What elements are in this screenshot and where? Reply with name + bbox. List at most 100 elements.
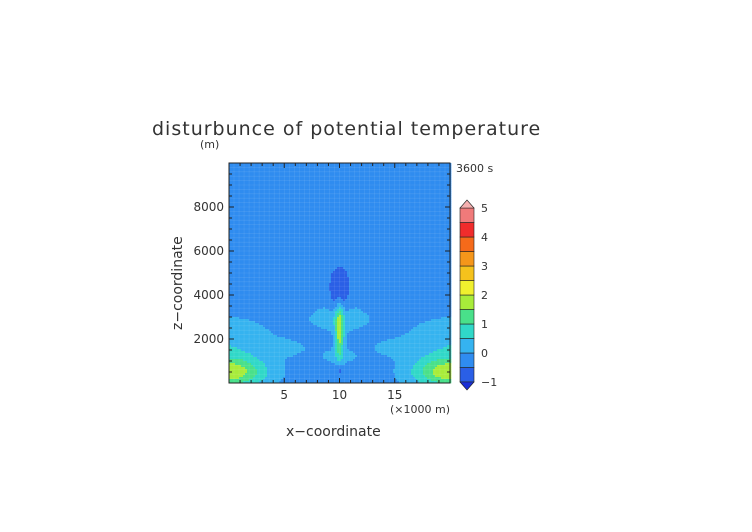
heatmap-cell — [387, 185, 390, 188]
heatmap-cell — [445, 245, 448, 248]
heatmap-cell — [319, 233, 322, 236]
heatmap-cell — [309, 191, 312, 194]
heatmap-cell — [347, 237, 350, 240]
heatmap-cell — [251, 191, 254, 194]
heatmap-cell — [317, 163, 320, 166]
heatmap-cell — [297, 251, 300, 254]
heatmap-cell — [327, 251, 330, 254]
heatmap-cell — [391, 229, 394, 232]
heatmap-cell — [289, 171, 292, 174]
heatmap-cell — [231, 245, 234, 248]
heatmap-cell — [435, 239, 438, 242]
heatmap-cell — [399, 199, 402, 202]
heatmap-cell — [293, 187, 296, 190]
heatmap-cell — [417, 169, 420, 172]
heatmap-cell — [333, 189, 336, 192]
heatmap-cell — [231, 247, 234, 250]
heatmap-cell — [401, 233, 404, 236]
heatmap-cell — [415, 173, 418, 176]
heatmap-cell — [405, 177, 408, 180]
heatmap-cell — [273, 181, 276, 184]
heatmap-cell — [409, 235, 412, 238]
heatmap-cell — [311, 239, 314, 242]
heatmap-cell — [435, 165, 438, 168]
heatmap-cell — [255, 217, 258, 220]
heatmap-cell — [305, 237, 308, 240]
heatmap-cell — [375, 229, 378, 232]
heatmap-cell — [263, 189, 266, 192]
heatmap-cell — [361, 235, 364, 238]
heatmap-cell — [355, 233, 358, 236]
heatmap-cell — [393, 223, 396, 226]
heatmap-cell — [379, 193, 382, 196]
heatmap-cell — [389, 225, 392, 228]
heatmap-cell — [381, 167, 384, 170]
heatmap-cell — [301, 215, 304, 218]
heatmap-cell — [329, 189, 332, 192]
heatmap-cell — [335, 217, 338, 220]
heatmap-cell — [357, 229, 360, 232]
heatmap-cell — [359, 235, 362, 238]
heatmap-cell — [359, 233, 362, 236]
heatmap-cell — [319, 203, 322, 206]
heatmap-cell — [333, 165, 336, 168]
heatmap-cell — [247, 189, 250, 192]
heatmap-cell — [261, 239, 264, 242]
heatmap-cell — [441, 237, 444, 240]
heatmap-cell — [261, 247, 264, 250]
heatmap-cell — [245, 173, 248, 176]
heatmap-cell — [293, 189, 296, 192]
heatmap-cell — [341, 195, 344, 198]
heatmap-cell — [377, 177, 380, 180]
heatmap-cell — [403, 193, 406, 196]
heatmap-cell — [341, 183, 344, 186]
heatmap-cell — [345, 181, 348, 184]
heatmap-cell — [325, 237, 328, 240]
heatmap-cell — [437, 193, 440, 196]
heatmap-cell — [335, 185, 338, 188]
heatmap-cell — [423, 173, 426, 176]
heatmap-cell — [241, 233, 244, 236]
heatmap-cell — [389, 183, 392, 186]
heatmap-cell — [369, 207, 372, 210]
heatmap-cell — [267, 221, 270, 224]
heatmap-cell — [377, 247, 380, 250]
heatmap-cell — [367, 217, 370, 220]
heatmap-cell — [381, 241, 384, 244]
heatmap-cell — [325, 245, 328, 248]
heatmap-cell — [257, 221, 260, 224]
heatmap-cell — [409, 211, 412, 214]
heatmap-cell — [337, 183, 340, 186]
heatmap-cell — [307, 245, 310, 248]
heatmap-cell — [315, 175, 318, 178]
heatmap-cell — [289, 239, 292, 242]
heatmap-cell — [363, 215, 366, 218]
heatmap-cell — [275, 245, 278, 248]
heatmap-cell — [293, 215, 296, 218]
heatmap-cell — [337, 171, 340, 174]
heatmap-cell — [365, 243, 368, 246]
heatmap-cell — [363, 227, 366, 230]
heatmap-cell — [283, 171, 286, 174]
heatmap-cell — [399, 243, 402, 246]
heatmap-cell — [275, 241, 278, 244]
heatmap-cell — [323, 227, 326, 230]
heatmap-cell — [357, 185, 360, 188]
heatmap-cell — [305, 175, 308, 178]
heatmap-cell — [341, 223, 344, 226]
heatmap-cell — [377, 193, 380, 196]
heatmap-cell — [337, 251, 340, 254]
heatmap-cell — [363, 207, 366, 210]
heatmap-cell — [439, 209, 442, 212]
heatmap-cell — [347, 223, 350, 226]
heatmap-cell — [401, 177, 404, 180]
heatmap-cell — [407, 173, 410, 176]
heatmap-cell — [237, 175, 240, 178]
heatmap-cell — [277, 189, 280, 192]
heatmap-cell — [283, 187, 286, 190]
heatmap-cell — [425, 217, 428, 220]
heatmap-cell — [261, 191, 264, 194]
heatmap-cell — [419, 191, 422, 194]
heatmap-cell — [429, 185, 432, 188]
heatmap-cell — [333, 191, 336, 194]
